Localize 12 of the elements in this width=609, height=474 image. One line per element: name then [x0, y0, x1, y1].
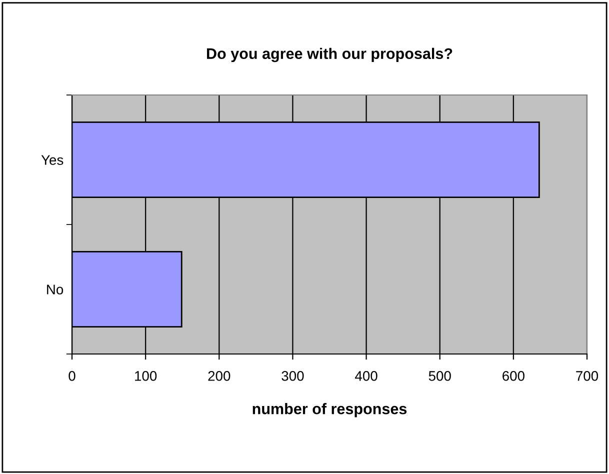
x-tick-label: 200 — [208, 371, 230, 381]
chart-title: Do you agree with our proposals? — [207, 48, 452, 62]
y-tick-label: No — [47, 284, 64, 294]
x-tick-label: 600 — [502, 371, 524, 381]
x-tick-label: 300 — [282, 371, 304, 381]
y-tick-label: Yes — [41, 155, 64, 165]
x-axis-title: number of responses — [252, 403, 407, 418]
x-tick-label: 100 — [135, 371, 157, 381]
x-tick-label: 0 — [68, 371, 76, 381]
x-tick-label: 500 — [428, 371, 451, 381]
x-tick-label: 400 — [355, 371, 378, 381]
x-tick-label: 700 — [576, 371, 598, 381]
